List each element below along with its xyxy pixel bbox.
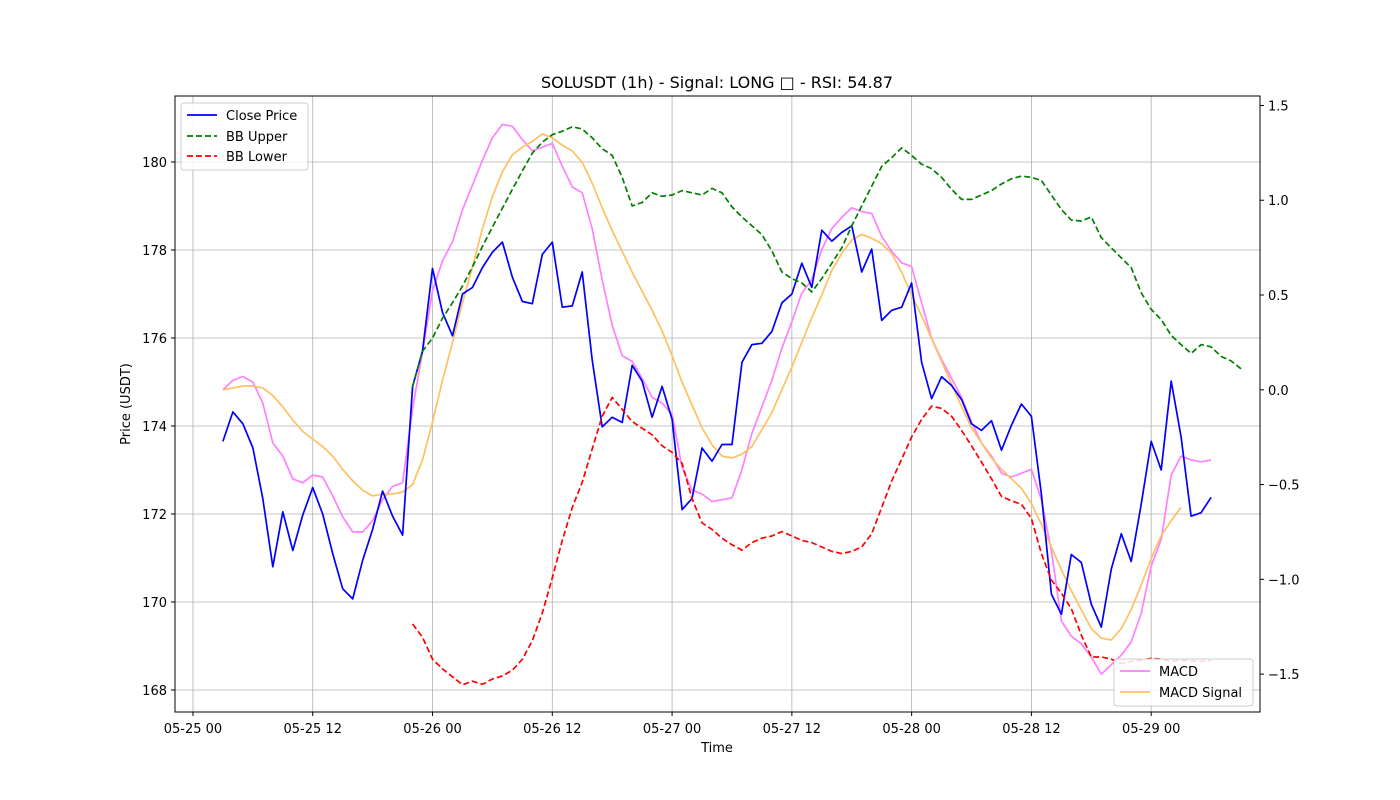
y-left-tick-label: 180	[142, 156, 167, 171]
y-right-tick-label: 1.5	[1268, 99, 1289, 114]
y-right-tick-label: 1.0	[1268, 194, 1289, 209]
x-tick-label: 05-26 12	[523, 722, 581, 737]
x-tick-label: 05-25 00	[164, 722, 222, 737]
x-axis-title: Time	[700, 741, 733, 756]
y-left-tick-label: 172	[142, 508, 167, 523]
x-tick-label: 05-25 12	[284, 722, 342, 737]
right-y-axis: −1.5 −1.0 −0.5 0.0 0.5 1.0 1.5	[1260, 99, 1300, 683]
x-tick-label: 05-27 00	[643, 722, 701, 737]
legend-price-box	[180, 102, 309, 171]
series-lines	[222, 123, 1242, 686]
y-right-tick-label: 0.0	[1268, 384, 1289, 399]
grid	[175, 96, 1260, 712]
series-close-price	[222, 224, 1212, 628]
y-right-tick-label: −1.5	[1268, 668, 1300, 683]
legend-close-label: Close Price	[226, 109, 297, 124]
y-left-tick-label: 176	[142, 332, 167, 347]
legend-signal-label: MACD Signal	[1159, 686, 1242, 701]
x-tick-label: 05-26 00	[403, 722, 461, 737]
x-tick-label: 05-28 12	[1002, 722, 1060, 737]
y-right-tick-label: −0.5	[1268, 479, 1300, 494]
x-tick-label: 05-29 00	[1122, 722, 1180, 737]
y-left-tick-label: 170	[142, 596, 167, 611]
x-tick-label: 05-27 12	[763, 722, 821, 737]
y-left-tick-label: 178	[142, 244, 167, 259]
x-axis: 05-25 00 05-25 12 05-26 00 05-26 12 05-27 00…	[164, 712, 1180, 737]
y-left-tick-label: 174	[142, 420, 167, 435]
legend-bb-upper-label: BB Upper	[226, 130, 288, 145]
x-tick-label: 05-28 00	[882, 722, 940, 737]
series-macd	[222, 123, 1212, 675]
chart-title: SOLUSDT (1h) - Signal: LONG □ - RSI: 54.…	[541, 73, 893, 92]
legend-price: Close Price BB Upper BB Lower	[180, 102, 309, 171]
series-bb-upper	[411, 125, 1242, 387]
legend-bb-lower-label: BB Lower	[226, 150, 288, 165]
y-axis-title: Price (USDT)	[119, 363, 134, 445]
y-right-tick-label: −1.0	[1268, 573, 1300, 588]
y-left-tick-label: 168	[142, 684, 167, 699]
left-y-axis: 168 170 172 174 176 178 180	[142, 156, 175, 699]
series-bb-lower	[411, 396, 1212, 686]
legend-macd-label: MACD	[1159, 665, 1198, 680]
plot-frame	[174, 95, 1261, 713]
legend-macd: MACD MACD Signal	[1113, 658, 1254, 707]
y-right-tick-label: 0.5	[1268, 289, 1289, 304]
